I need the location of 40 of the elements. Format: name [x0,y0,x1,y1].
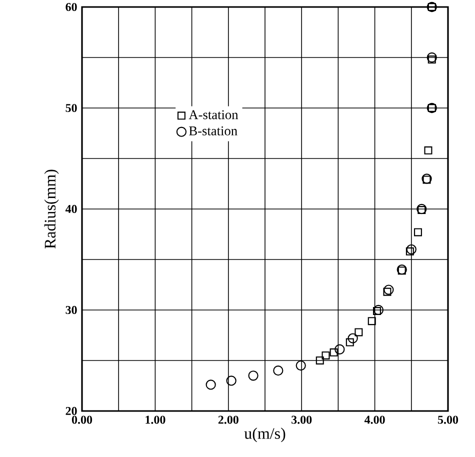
point [416,204,427,214]
point [406,247,414,256]
legend-label: A-station [188,110,238,120]
point [368,317,376,326]
point [426,52,437,63]
point [334,344,345,354]
point [206,380,216,390]
x-axis-title: u(m/s) [244,428,286,442]
point [384,284,394,295]
point [316,356,324,364]
point [330,348,338,356]
point [424,146,432,154]
point [346,338,354,346]
point [322,351,330,360]
point [418,206,426,214]
y-tick-label: 60 [66,2,77,12]
point [354,328,363,336]
point [226,376,236,386]
x-tick-label: 4.00 [364,416,385,424]
point [383,288,392,296]
x-tick-label: 3.00 [292,416,312,424]
point [273,366,284,376]
point [373,304,384,316]
x-tick-label: 5.00 [438,416,458,424]
point [248,370,258,381]
y-tick-label: 40 [65,204,77,214]
y-tick-label: 50 [66,104,77,112]
y-tick-label: 30 [66,306,77,314]
point [428,56,436,64]
point [348,333,358,344]
y-axis-title: Radius(mm) [44,170,59,249]
y-tick-label: 20 [66,406,77,416]
point [296,360,306,371]
x-tick-label: 1.00 [146,416,166,424]
point [406,244,416,254]
x-tick-label: 2.00 [218,416,238,424]
point [414,228,422,236]
legend-label: B-station [189,126,238,136]
x-tick-label: 0.00 [72,416,92,424]
point [372,307,381,315]
